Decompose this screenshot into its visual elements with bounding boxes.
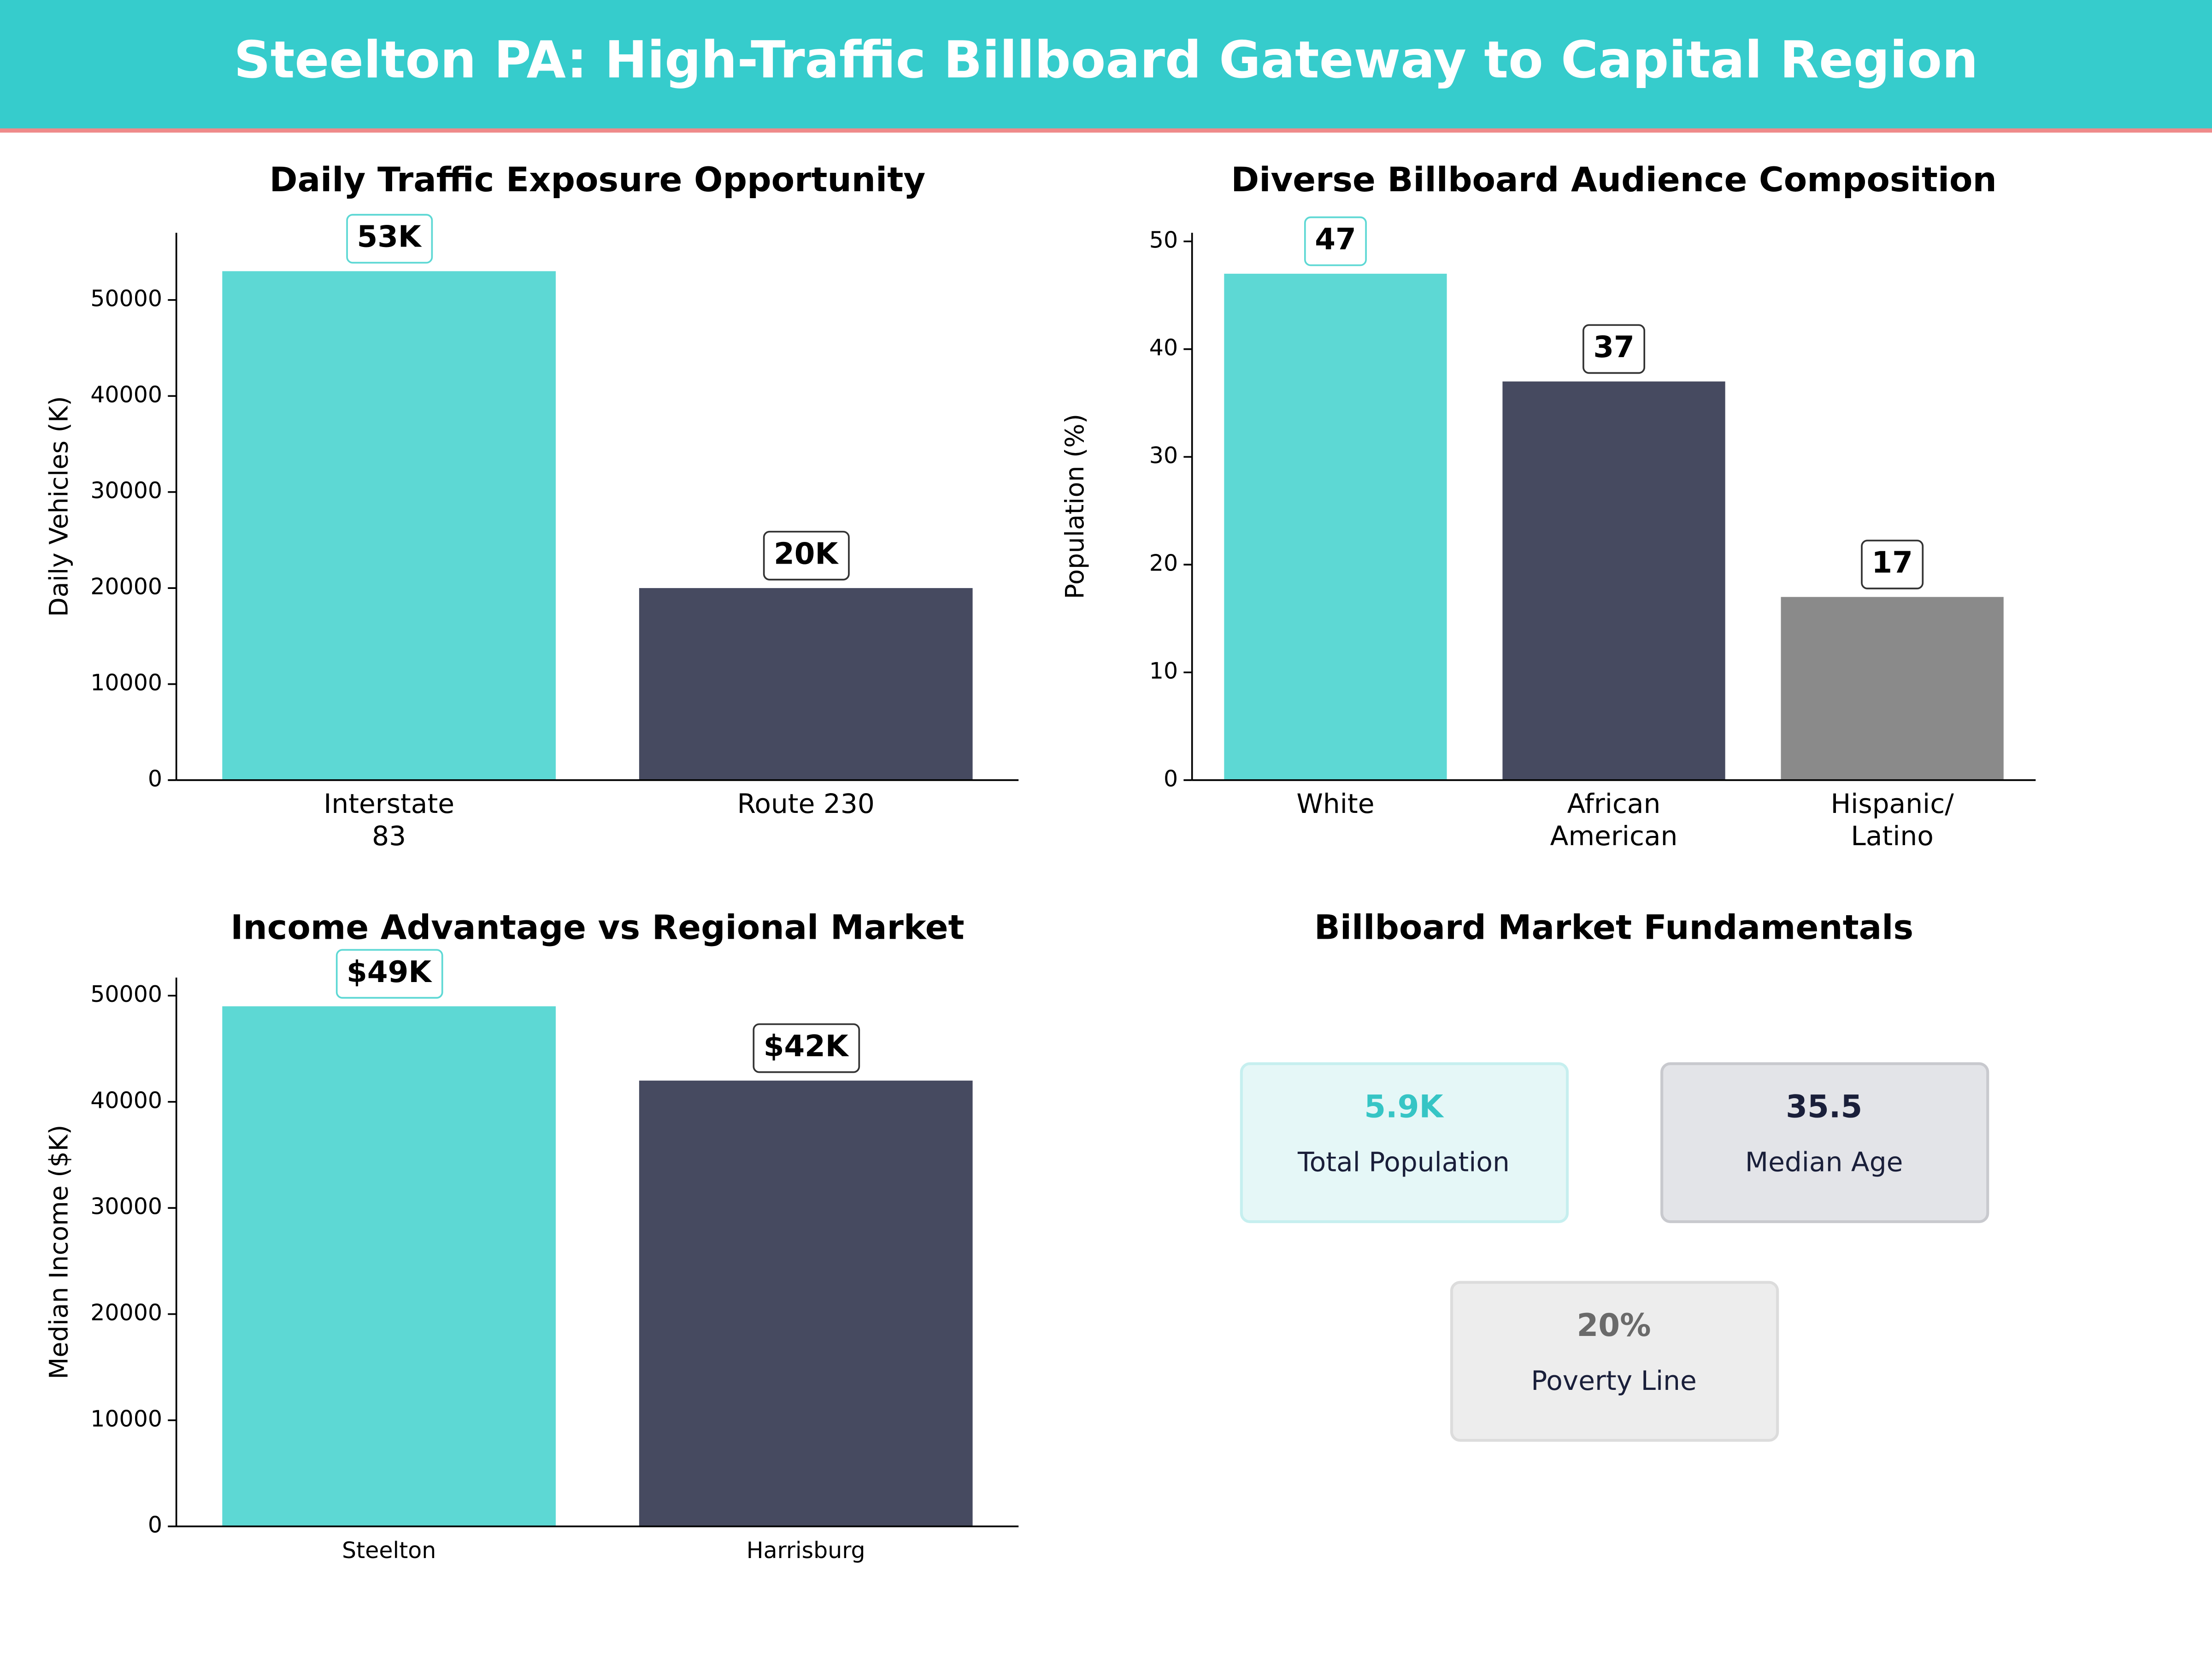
stat-label: Poverty Line: [1531, 1365, 1697, 1396]
chart-title: Daily Traffic Exposure Opportunity: [270, 160, 926, 200]
bar: [1502, 381, 1725, 780]
bar: [1224, 273, 1447, 780]
value-label: $49K: [347, 955, 432, 989]
x-tick-label: African American: [1550, 788, 1678, 852]
stat-label: Total Population: [1297, 1147, 1510, 1178]
y-tick-label: 30000: [90, 477, 162, 504]
value-label-box: [1861, 540, 1924, 589]
y-axis-label: Population (%): [1060, 414, 1089, 599]
chart-title: Income Advantage vs Regional Market: [230, 908, 964, 947]
header-rule: [0, 128, 2212, 133]
header-title: Steelton PA: High-Traffic Billboard Gate…: [234, 30, 1978, 89]
chart-title: Diverse Billboard Audience Composition: [1231, 160, 1997, 200]
y-axis-label: Daily Vehicles (K): [44, 396, 74, 617]
y-tick-label: 50: [1149, 227, 1178, 253]
value-label: 37: [1593, 330, 1634, 365]
stat-card: [1240, 1062, 1569, 1224]
y-tick-label: 40000: [90, 382, 162, 408]
value-label-box: [346, 214, 433, 264]
bar: [639, 588, 973, 780]
x-tick-label: Route 230: [737, 788, 875, 819]
x-tick-label: Interstate 83: [324, 788, 454, 852]
y-tick-label: 50000: [90, 981, 162, 1007]
stat-value: 5.9K: [1364, 1088, 1444, 1125]
stat-card: [1450, 1281, 1779, 1442]
bar: [222, 1006, 556, 1527]
value-label-box: [1583, 324, 1646, 374]
y-tick-label: 40: [1149, 335, 1178, 361]
value-label-box: [335, 949, 443, 999]
y-tick-label: 40000: [90, 1087, 162, 1113]
y-axis-label: Median Income ($K): [44, 1125, 74, 1379]
y-tick-label: 0: [148, 765, 162, 792]
value-label: 20K: [774, 536, 839, 571]
x-tick-label: White: [1296, 788, 1374, 819]
x-tick-label: Hispanic/Latino: [1830, 788, 1954, 852]
y-tick-label: 30: [1149, 442, 1178, 469]
value-label: $42K: [764, 1029, 849, 1064]
value-label-box: [753, 1023, 860, 1073]
value-label: 47: [1315, 222, 1356, 257]
y-tick-label: 20000: [90, 574, 162, 600]
y-tick-label: 50000: [90, 285, 162, 312]
y-tick-label: 0: [1164, 765, 1178, 792]
stat-value: 20%: [1577, 1307, 1651, 1343]
value-label-box: [1304, 216, 1367, 266]
header-band: [0, 0, 2212, 130]
y-tick-label: 10: [1149, 658, 1178, 684]
stat-value: 35.5: [1786, 1088, 1862, 1125]
value-label-box: [763, 530, 850, 581]
value-label: 53K: [357, 220, 422, 254]
y-tick-label: 0: [148, 1512, 162, 1538]
y-tick-label: 30000: [90, 1194, 162, 1220]
stat-card: [1660, 1062, 1989, 1224]
stat-label: Median Age: [1745, 1147, 1903, 1178]
y-tick-label: 10000: [90, 1406, 162, 1432]
y-tick-label: 20000: [90, 1300, 162, 1326]
value-label: 17: [1871, 546, 1912, 580]
y-tick-label: 10000: [90, 670, 162, 696]
y-tick-label: 20: [1149, 550, 1178, 577]
x-tick-label: Steelton: [342, 1537, 436, 1564]
bar: [639, 1080, 973, 1527]
bar: [222, 271, 556, 780]
x-tick-label: Harrisburg: [747, 1537, 865, 1564]
bar: [1781, 597, 2004, 780]
stats-title: Billboard Market Fundamentals: [1314, 908, 1913, 947]
